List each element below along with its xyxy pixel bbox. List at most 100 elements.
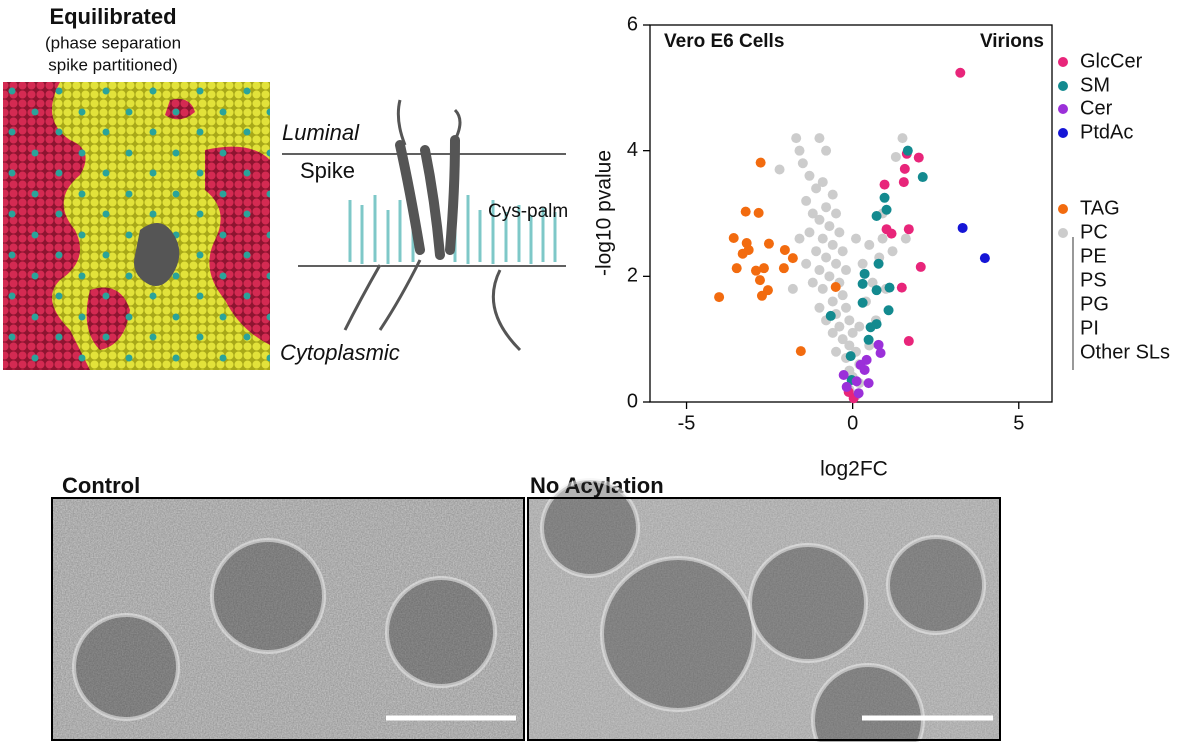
data-point	[841, 381, 852, 392]
data-point	[844, 340, 855, 351]
data-point	[763, 238, 774, 249]
legend-marker	[1058, 57, 1068, 67]
legend-label: PG	[1080, 293, 1109, 315]
data-point	[824, 221, 835, 232]
data-point	[841, 302, 852, 313]
data-point	[844, 315, 855, 326]
data-point	[824, 271, 835, 282]
data-point	[902, 145, 913, 156]
data-point	[871, 211, 882, 222]
legend-label: TAG	[1080, 197, 1120, 219]
data-point	[821, 145, 832, 156]
data-point	[845, 351, 856, 362]
data-point	[913, 152, 924, 163]
data-point	[884, 282, 895, 293]
data-point	[817, 233, 828, 244]
data-point	[841, 265, 852, 276]
data-point	[791, 133, 802, 144]
particle	[748, 543, 868, 663]
data-point	[883, 305, 894, 316]
data-point	[837, 246, 848, 257]
y-tick-label: 4	[627, 139, 638, 161]
legend-label: PE	[1080, 245, 1107, 267]
data-point	[814, 302, 825, 313]
panel-frame	[51, 497, 525, 741]
data-point	[899, 163, 910, 174]
data-point	[787, 253, 798, 264]
data-point	[753, 207, 764, 218]
data-point	[847, 327, 858, 338]
legend-label: SM	[1080, 74, 1110, 96]
legend-marker	[1058, 81, 1068, 91]
legend-marker	[1058, 128, 1068, 138]
legend-marker	[1058, 204, 1068, 214]
data-point	[811, 246, 822, 257]
data-point	[879, 179, 890, 190]
data-point	[857, 258, 868, 269]
data-point	[877, 233, 888, 244]
data-point	[817, 283, 828, 294]
y-tick-label: 2	[627, 265, 638, 287]
legend-label: GlcCer	[1080, 50, 1143, 72]
data-point	[827, 296, 838, 307]
data-point	[787, 283, 798, 294]
data-point	[879, 192, 890, 203]
data-point	[864, 239, 875, 250]
particle	[210, 538, 326, 654]
data-point	[814, 214, 825, 225]
data-point	[804, 227, 815, 238]
data-point	[827, 327, 838, 338]
data-point	[807, 277, 818, 288]
data-point	[900, 233, 911, 244]
y-axis-label: -log10 pvalue	[593, 150, 616, 276]
data-point	[857, 297, 868, 308]
data-point	[915, 261, 926, 272]
data-point	[821, 202, 832, 213]
membrane-render	[3, 82, 270, 370]
data-point	[827, 189, 838, 200]
data-point	[881, 204, 892, 215]
legend-label: Other SLs	[1080, 341, 1170, 363]
data-point	[887, 246, 898, 257]
data-point	[957, 222, 968, 233]
particle	[72, 613, 180, 721]
data-point	[853, 388, 864, 399]
data-point	[814, 133, 825, 144]
data-point	[756, 290, 767, 301]
data-point	[863, 334, 874, 345]
model-subtitle: (phase separation	[45, 33, 181, 52]
particle	[886, 535, 986, 635]
helices	[395, 135, 460, 260]
spike-label: Spike	[300, 158, 355, 183]
luminal-label: Luminal	[282, 120, 360, 145]
data-point	[754, 275, 765, 286]
model-subtitle: spike partitioned)	[48, 55, 177, 74]
particle	[385, 576, 497, 688]
data-point	[850, 233, 861, 244]
legend-label: PS	[1080, 269, 1107, 291]
data-point	[896, 282, 907, 293]
y-tick-label: 0	[627, 390, 638, 412]
data-point	[979, 253, 990, 264]
legend-label: Cer	[1080, 97, 1113, 119]
model-title: Equilibrated	[49, 4, 176, 29]
data-point	[851, 376, 862, 387]
legend-marker	[1058, 228, 1068, 238]
data-point	[794, 145, 805, 156]
y-tick-label: 6	[627, 13, 638, 35]
data-point	[804, 170, 815, 181]
data-point	[794, 233, 805, 244]
data-point	[838, 369, 849, 380]
data-point	[834, 227, 845, 238]
data-point	[898, 177, 909, 188]
data-point	[854, 321, 865, 332]
panel-label: Control	[62, 473, 140, 498]
data-point	[728, 233, 739, 244]
data-point	[831, 258, 842, 269]
data-point	[797, 158, 808, 169]
data-point	[834, 321, 845, 332]
data-point	[857, 278, 868, 289]
cys-palm-label: Cys-palm	[488, 201, 568, 222]
legend-label: PI	[1080, 317, 1099, 339]
